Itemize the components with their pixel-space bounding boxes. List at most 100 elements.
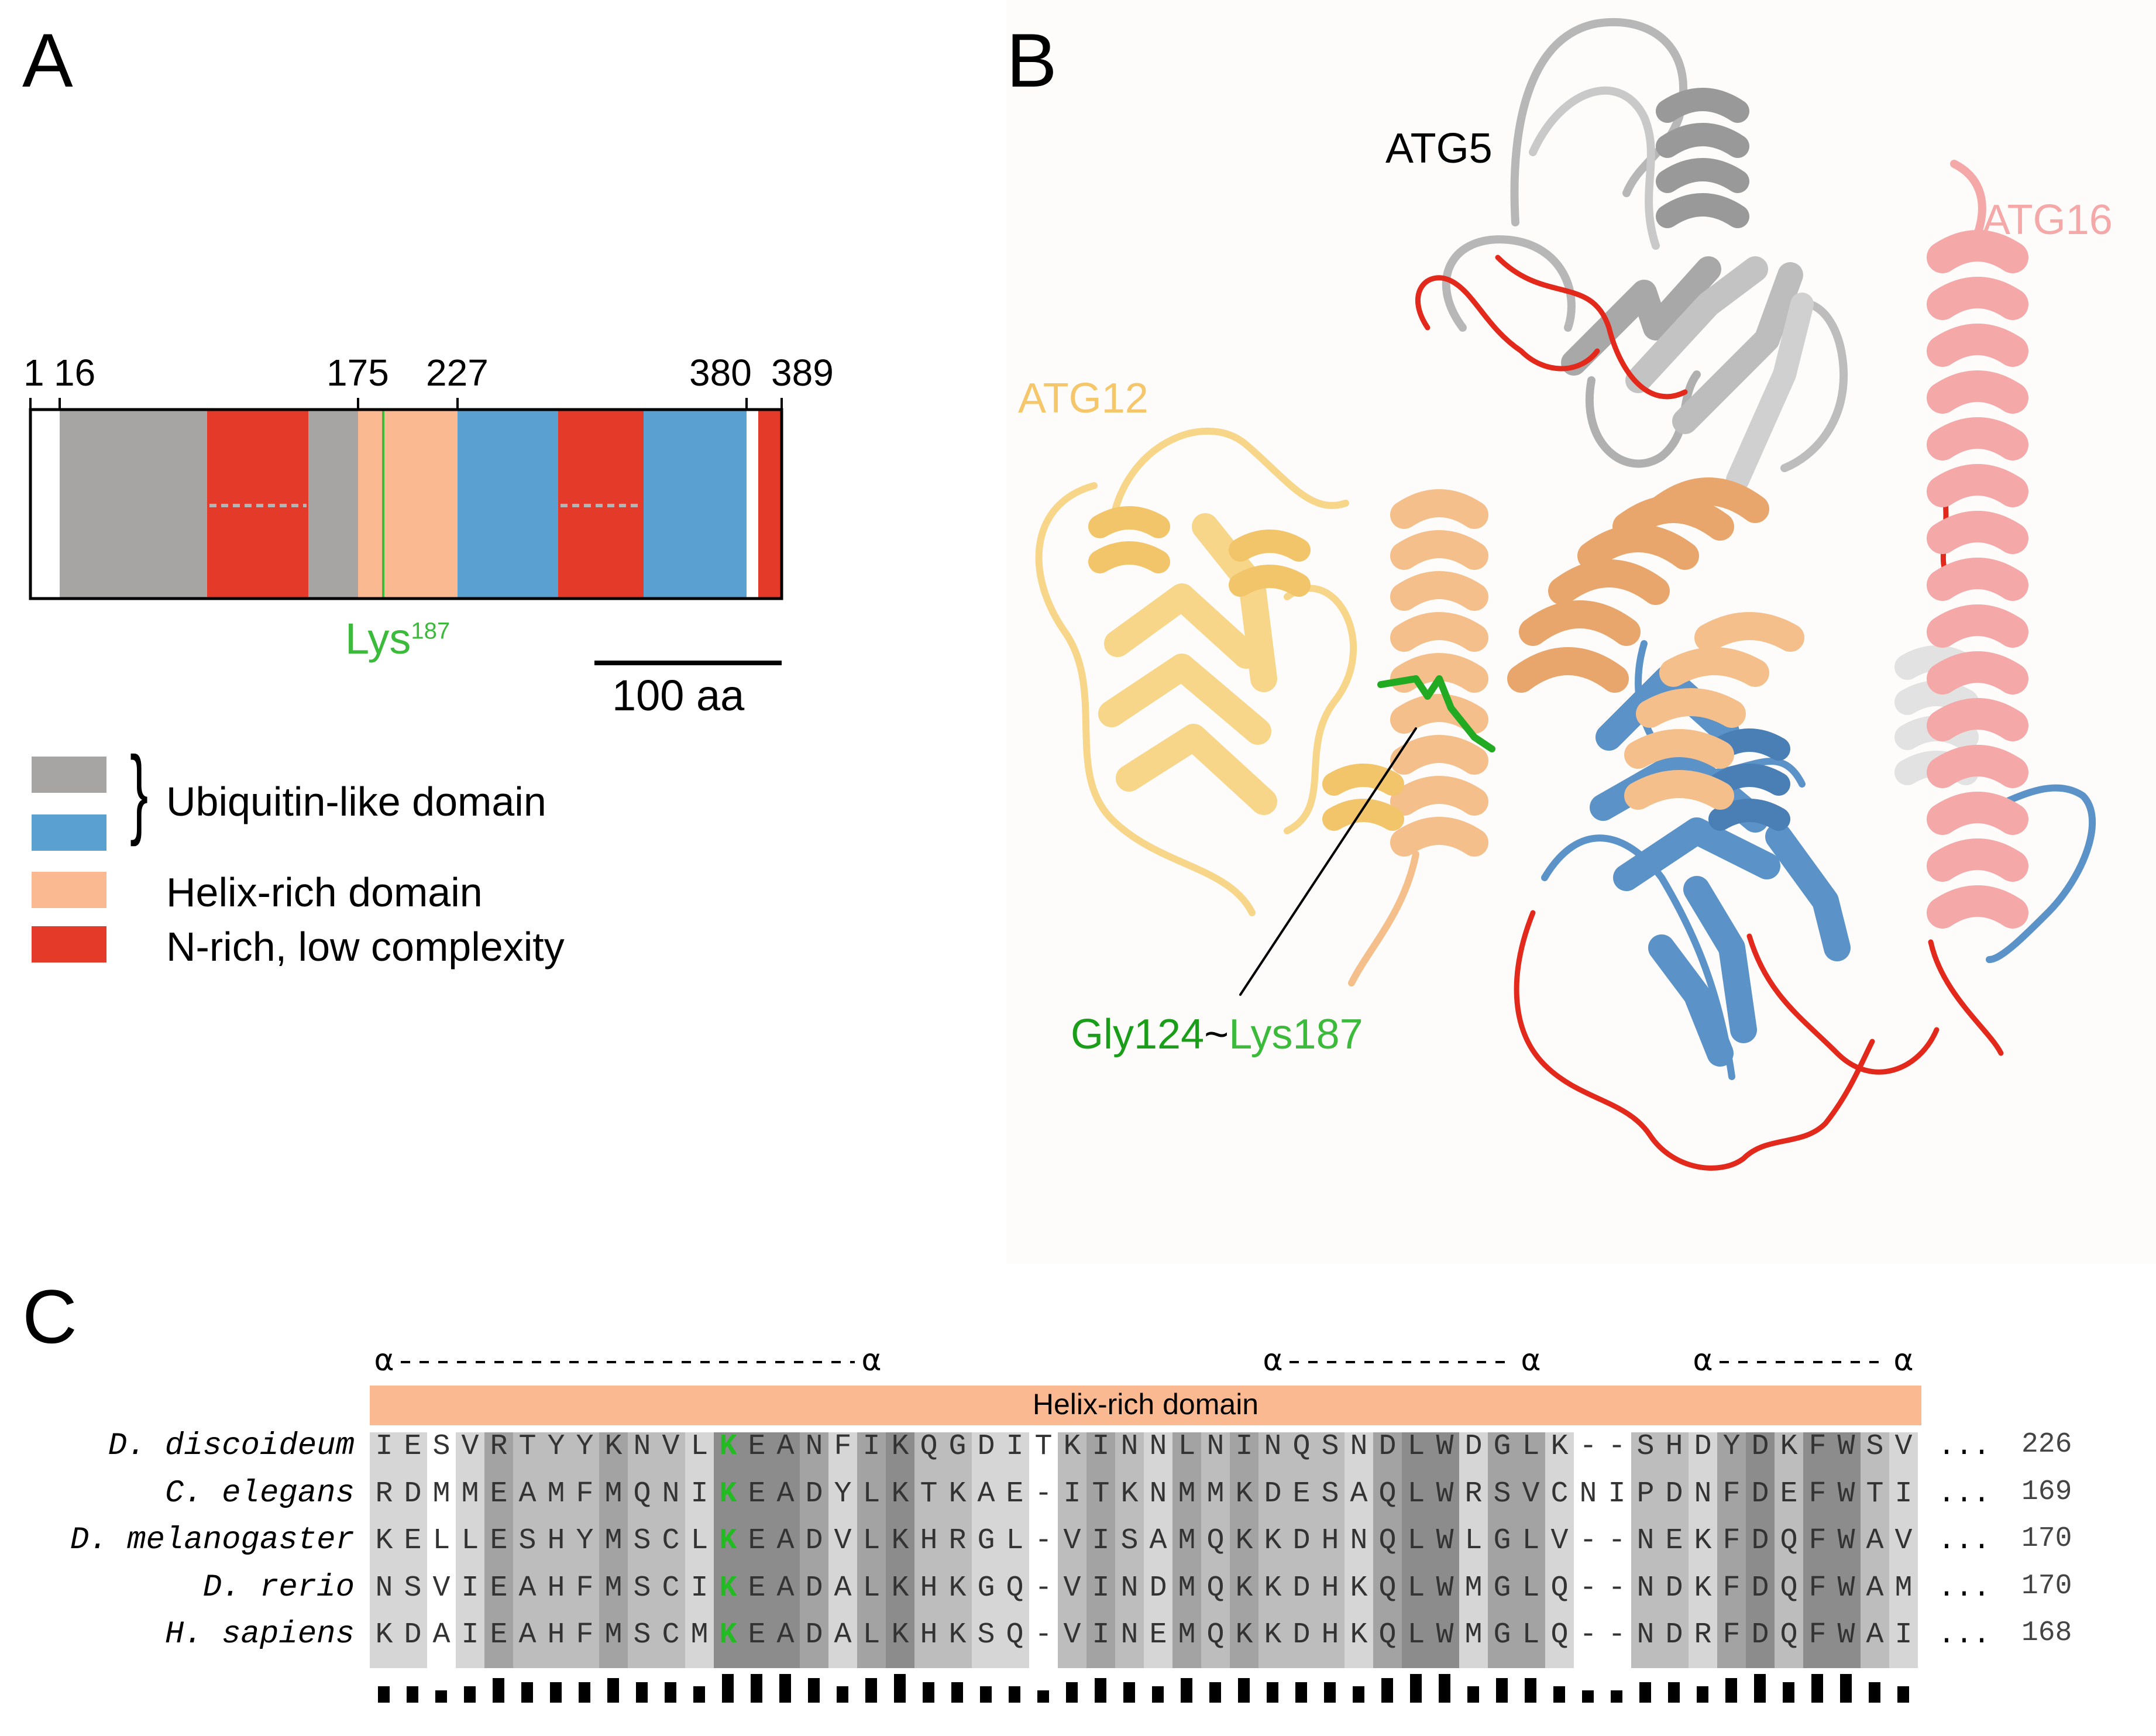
residue: W	[1436, 1572, 1453, 1605]
residue: S	[1321, 1477, 1339, 1511]
residue: G	[977, 1524, 995, 1558]
alpha-helix-marker: α	[374, 1343, 394, 1378]
conservation-bar	[1725, 1678, 1737, 1703]
scale-bar-label: 100 aa	[612, 671, 745, 720]
ellipsis: ...	[1938, 1618, 1990, 1652]
residue: I	[461, 1572, 479, 1605]
conservation-bar	[1869, 1682, 1880, 1703]
residue: K	[719, 1430, 737, 1463]
legend-swatch-blue	[32, 814, 106, 851]
residue: E	[490, 1524, 507, 1558]
residue: -	[1034, 1618, 1052, 1652]
residue: S	[1321, 1430, 1339, 1463]
residue: L	[461, 1524, 479, 1558]
conservation-shade	[1832, 1432, 1861, 1668]
residue: L	[1178, 1430, 1195, 1463]
residue: -	[1034, 1572, 1052, 1605]
residue: S	[977, 1618, 995, 1652]
residue: K	[891, 1572, 909, 1605]
residue: A	[1866, 1572, 1883, 1605]
residue: A	[518, 1477, 536, 1511]
residue: F	[1808, 1477, 1826, 1511]
residue: V	[1894, 1430, 1912, 1463]
residue: Q	[1292, 1430, 1310, 1463]
residue: N	[633, 1430, 651, 1463]
residue: -	[1579, 1430, 1597, 1463]
residue: Q	[1006, 1572, 1023, 1605]
residue: M	[604, 1618, 622, 1652]
residue: L	[1464, 1524, 1482, 1558]
residue: V	[1063, 1618, 1081, 1652]
conservation-shade	[1345, 1432, 1373, 1668]
residue: R	[948, 1524, 966, 1558]
residue: C	[662, 1618, 679, 1652]
conservation-bar	[1066, 1682, 1078, 1703]
conservation-shade	[771, 1432, 800, 1668]
species-label: D. melanogaster	[70, 1522, 355, 1558]
residue: Y	[834, 1477, 851, 1511]
residue: I	[1006, 1430, 1023, 1463]
conservation-bar	[1238, 1678, 1250, 1703]
residue: V	[432, 1572, 450, 1605]
residue: D	[805, 1477, 823, 1511]
residue: S	[1120, 1524, 1138, 1558]
residue: I	[1063, 1477, 1081, 1511]
residue: E	[748, 1430, 765, 1463]
conservation-shade	[1775, 1432, 1803, 1668]
legend-label-ubiquitin-like: Ubiquitin-like domain	[166, 779, 546, 824]
conservation-bar	[1209, 1682, 1221, 1703]
residue: N	[375, 1572, 393, 1605]
residue: Q	[1206, 1618, 1224, 1652]
tick-label-175: 175	[326, 352, 389, 394]
residue: L	[690, 1524, 708, 1558]
residue: G	[1493, 1430, 1511, 1463]
residue: C	[1550, 1477, 1568, 1511]
residue: A	[834, 1618, 851, 1652]
residue: R	[375, 1477, 393, 1511]
conservation-shade	[857, 1432, 886, 1668]
conservation-bar	[722, 1674, 734, 1703]
residue: R	[490, 1430, 507, 1463]
residue: A	[1149, 1524, 1167, 1558]
residue: E	[1292, 1477, 1310, 1511]
helix-rich-domain-bar-label: Helix-rich domain	[1033, 1388, 1258, 1421]
residue: Y	[1722, 1430, 1740, 1463]
residue: M	[1178, 1524, 1195, 1558]
tick-label-389: 389	[771, 352, 834, 394]
residue: D	[1264, 1477, 1281, 1511]
residue: V	[662, 1430, 679, 1463]
residue: S	[432, 1430, 450, 1463]
residue: K	[719, 1572, 737, 1605]
conservation-shade	[513, 1432, 542, 1668]
residue: Q	[1780, 1618, 1797, 1652]
residue: Q	[1378, 1477, 1396, 1511]
residue: M	[604, 1572, 622, 1605]
tick-label-1: 1	[23, 352, 44, 394]
residue: K	[719, 1524, 737, 1558]
conservation-bar	[1410, 1674, 1422, 1703]
residue: N	[805, 1430, 823, 1463]
conservation-bar	[1582, 1690, 1594, 1703]
residue: L	[862, 1572, 880, 1605]
residue: N	[1120, 1618, 1138, 1652]
legend-swatch-gray	[32, 757, 106, 793]
residue: E	[1149, 1618, 1167, 1652]
conservation-bar	[550, 1682, 562, 1703]
residue-end-number: 170	[2021, 1570, 2072, 1602]
residue: F	[834, 1430, 851, 1463]
residue: M	[1178, 1618, 1195, 1652]
residue: E	[404, 1430, 421, 1463]
conservation-shade	[1488, 1432, 1517, 1668]
conservation-shade	[570, 1432, 599, 1668]
residue: T	[1092, 1477, 1109, 1511]
residue: Q	[1780, 1572, 1797, 1605]
residue: L	[1407, 1524, 1425, 1558]
residue: L	[1522, 1618, 1539, 1652]
residue: Q	[1780, 1524, 1797, 1558]
residue: I	[862, 1430, 880, 1463]
alpha-helix-marker: α	[861, 1343, 881, 1378]
residue: W	[1837, 1477, 1855, 1511]
residue: N	[1636, 1618, 1654, 1652]
conservation-shade	[1287, 1432, 1316, 1668]
residue: R	[1464, 1477, 1482, 1511]
